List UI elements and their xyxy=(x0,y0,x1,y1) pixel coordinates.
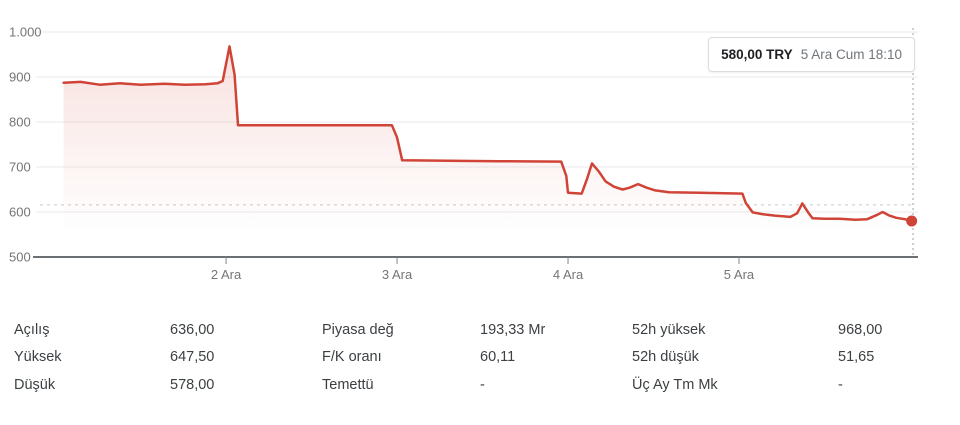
tooltip-price: 580,00 TRY xyxy=(721,47,793,62)
y-axis-label: 800 xyxy=(9,115,31,130)
stats-column: Piyasa değ 193,33 Mr F/K oranı 60,11 Temettü… xyxy=(322,316,622,399)
stat-value: 193,33 Mr xyxy=(480,321,546,338)
y-axis-label: 600 xyxy=(9,205,31,220)
x-axis-label: 5 Ara xyxy=(724,267,755,282)
stat-value: - xyxy=(480,376,485,393)
price-area-fill xyxy=(63,46,912,258)
stat-label: Piyasa değ xyxy=(322,321,394,338)
stat-row: Düşük 578,00 xyxy=(14,371,312,399)
price-line xyxy=(62,45,913,223)
stat-value: 578,00 xyxy=(170,376,215,393)
tooltip-time: 5 Ara Cum 18:10 xyxy=(800,47,902,62)
stat-row: 52h düşük 51,65 xyxy=(632,344,952,372)
price-chart[interactable]: 500 600 700 800 900 1.000 2 Ara 3 Ara 4 Ara 5 Ara xyxy=(0,0,960,292)
stat-row: Açılış 636,00 xyxy=(14,316,312,344)
x-axis-label: 2 Ara xyxy=(211,267,242,282)
stat-label: 52h yüksek xyxy=(632,321,706,338)
y-axis-label: 500 xyxy=(9,250,31,265)
stat-row: F/K oranı 60,11 xyxy=(322,344,622,372)
stats-column: Açılış 636,00 Yüksek 647,50 Düşük 578,00 xyxy=(14,316,312,399)
stat-label: Temettü xyxy=(322,376,374,393)
x-axis-label: 4 Ara xyxy=(553,267,584,282)
stat-value: - xyxy=(838,376,843,393)
stat-value: 968,00 xyxy=(838,321,883,338)
stat-row: Temettü - xyxy=(322,371,622,399)
chart-tooltip: 580,00 TRY 5 Ara Cum 18:10 xyxy=(708,37,915,72)
stat-row: Yüksek 647,50 xyxy=(14,344,312,372)
stat-label: Yüksek xyxy=(14,349,62,366)
stat-label: 52h düşük xyxy=(632,349,699,366)
stat-value: 636,00 xyxy=(170,321,215,338)
stat-value: 60,11 xyxy=(480,349,516,366)
stat-label: Açılış xyxy=(14,321,50,338)
stat-label: Düşük xyxy=(14,376,56,393)
stat-label: F/K oranı xyxy=(322,349,382,366)
last-price-dot xyxy=(906,215,918,227)
y-axis-label: 1.000 xyxy=(9,25,42,40)
stats-column: 52h yüksek 968,00 52h düşük 51,65 Üç Ay Tm M… xyxy=(632,316,952,399)
stat-row: Üç Ay Tm Mk - xyxy=(632,371,952,399)
y-axis-label: 700 xyxy=(9,160,31,175)
stat-label: Üç Ay Tm Mk xyxy=(632,376,718,393)
x-axis-label: 3 Ara xyxy=(382,267,413,282)
stat-value: 51,65 xyxy=(838,349,875,366)
y-axis-label: 900 xyxy=(9,70,31,85)
stat-row: Piyasa değ 193,33 Mr xyxy=(322,316,622,344)
stat-row: 52h yüksek 968,00 xyxy=(632,316,952,344)
stat-value: 647,50 xyxy=(170,349,215,366)
